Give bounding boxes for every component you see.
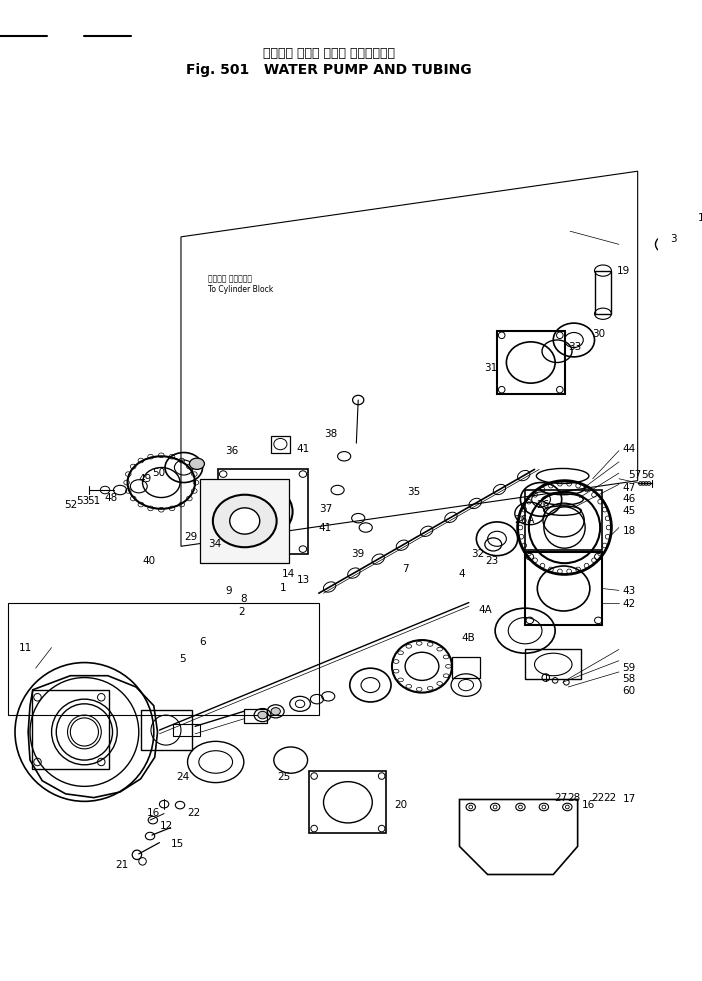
Text: 38: 38 [324, 429, 338, 439]
Text: 22: 22 [592, 793, 605, 802]
Text: 51: 51 [87, 496, 100, 506]
Text: To Cylinder Block: To Cylinder Block [208, 284, 273, 294]
Bar [525, 490, 602, 550]
Text: 60: 60 [623, 686, 636, 696]
Bar [218, 469, 307, 554]
Text: 32: 32 [471, 548, 484, 559]
Bar [32, 690, 109, 769]
Text: 36: 36 [225, 445, 238, 455]
Bar [497, 331, 564, 394]
Text: ウォータ ポンプ および チュービング: ウォータ ポンプ および チュービング [263, 46, 395, 60]
Text: 49: 49 [139, 474, 152, 484]
Ellipse shape [230, 508, 260, 534]
Text: 5: 5 [180, 653, 186, 664]
Text: 10: 10 [698, 213, 702, 223]
Text: 26A: 26A [514, 515, 534, 525]
Text: Fig. 501   WATER PUMP AND TUBING: Fig. 501 WATER PUMP AND TUBING [186, 63, 472, 77]
Text: 39: 39 [351, 548, 364, 559]
Text: 37: 37 [319, 504, 332, 514]
Text: 30: 30 [592, 330, 606, 339]
Text: 29: 29 [185, 532, 198, 542]
Bar [452, 657, 480, 678]
Bar [525, 552, 602, 625]
Text: 16: 16 [147, 807, 161, 817]
Text: 14: 14 [282, 569, 296, 580]
Text: 59: 59 [623, 663, 636, 673]
Ellipse shape [258, 711, 267, 719]
Bar [310, 771, 386, 833]
Text: 48: 48 [104, 492, 117, 502]
Text: 4B: 4B [461, 633, 475, 644]
Text: 4A: 4A [478, 605, 492, 615]
Text: 22: 22 [187, 807, 201, 817]
Text: 34: 34 [208, 540, 221, 549]
Ellipse shape [271, 707, 280, 715]
Text: 31: 31 [484, 363, 497, 373]
Text: 42: 42 [623, 599, 636, 609]
Text: 12: 12 [159, 821, 173, 831]
Text: 41: 41 [296, 443, 310, 454]
Text: 46: 46 [623, 494, 636, 504]
Text: 19: 19 [617, 266, 630, 276]
Bar [140, 710, 192, 749]
Text: 44: 44 [623, 443, 636, 454]
Text: 47: 47 [623, 484, 636, 493]
Ellipse shape [190, 458, 204, 469]
Text: シリンダ ブロックへ: シリンダ ブロックへ [208, 275, 252, 284]
Text: 8: 8 [241, 594, 247, 604]
Text: 2: 2 [239, 607, 245, 617]
Text: 24: 24 [176, 772, 190, 782]
Bar [173, 724, 200, 736]
Bar [200, 479, 289, 563]
Text: 25: 25 [277, 772, 291, 782]
Text: 35: 35 [407, 487, 420, 497]
Text: 18: 18 [623, 526, 636, 537]
Text: 3: 3 [670, 233, 677, 243]
Text: 1: 1 [280, 583, 286, 593]
Text: 7: 7 [402, 564, 409, 574]
Text: 4: 4 [458, 569, 465, 580]
Text: 33: 33 [568, 342, 581, 352]
Text: 52: 52 [65, 500, 78, 510]
Text: 6: 6 [199, 637, 206, 646]
Text: 9: 9 [225, 587, 232, 596]
Text: 20: 20 [394, 800, 407, 810]
Text: 17: 17 [623, 795, 636, 804]
Text: 53: 53 [76, 496, 89, 506]
Bar [525, 649, 581, 680]
Text: 56: 56 [642, 470, 655, 480]
Text: 26: 26 [536, 500, 550, 510]
Text: 40: 40 [143, 556, 156, 566]
Text: 15: 15 [171, 840, 184, 850]
Text: 43: 43 [623, 587, 636, 596]
Text: 50: 50 [152, 468, 165, 478]
Ellipse shape [213, 494, 277, 547]
Text: 27: 27 [554, 793, 567, 802]
Text: 58: 58 [623, 675, 636, 685]
Text: 23: 23 [486, 556, 499, 566]
Text: 45: 45 [623, 505, 636, 516]
Text: 13: 13 [297, 575, 310, 585]
Text: 21: 21 [115, 860, 128, 870]
Bar [271, 436, 290, 452]
Text: 16: 16 [581, 800, 595, 810]
Text: 11: 11 [19, 643, 32, 652]
Bar [244, 709, 267, 723]
Text: 57: 57 [628, 470, 642, 480]
Bar [595, 271, 611, 314]
Text: 22: 22 [603, 793, 616, 802]
Text: 41: 41 [319, 523, 332, 533]
Text: 28: 28 [567, 793, 581, 802]
